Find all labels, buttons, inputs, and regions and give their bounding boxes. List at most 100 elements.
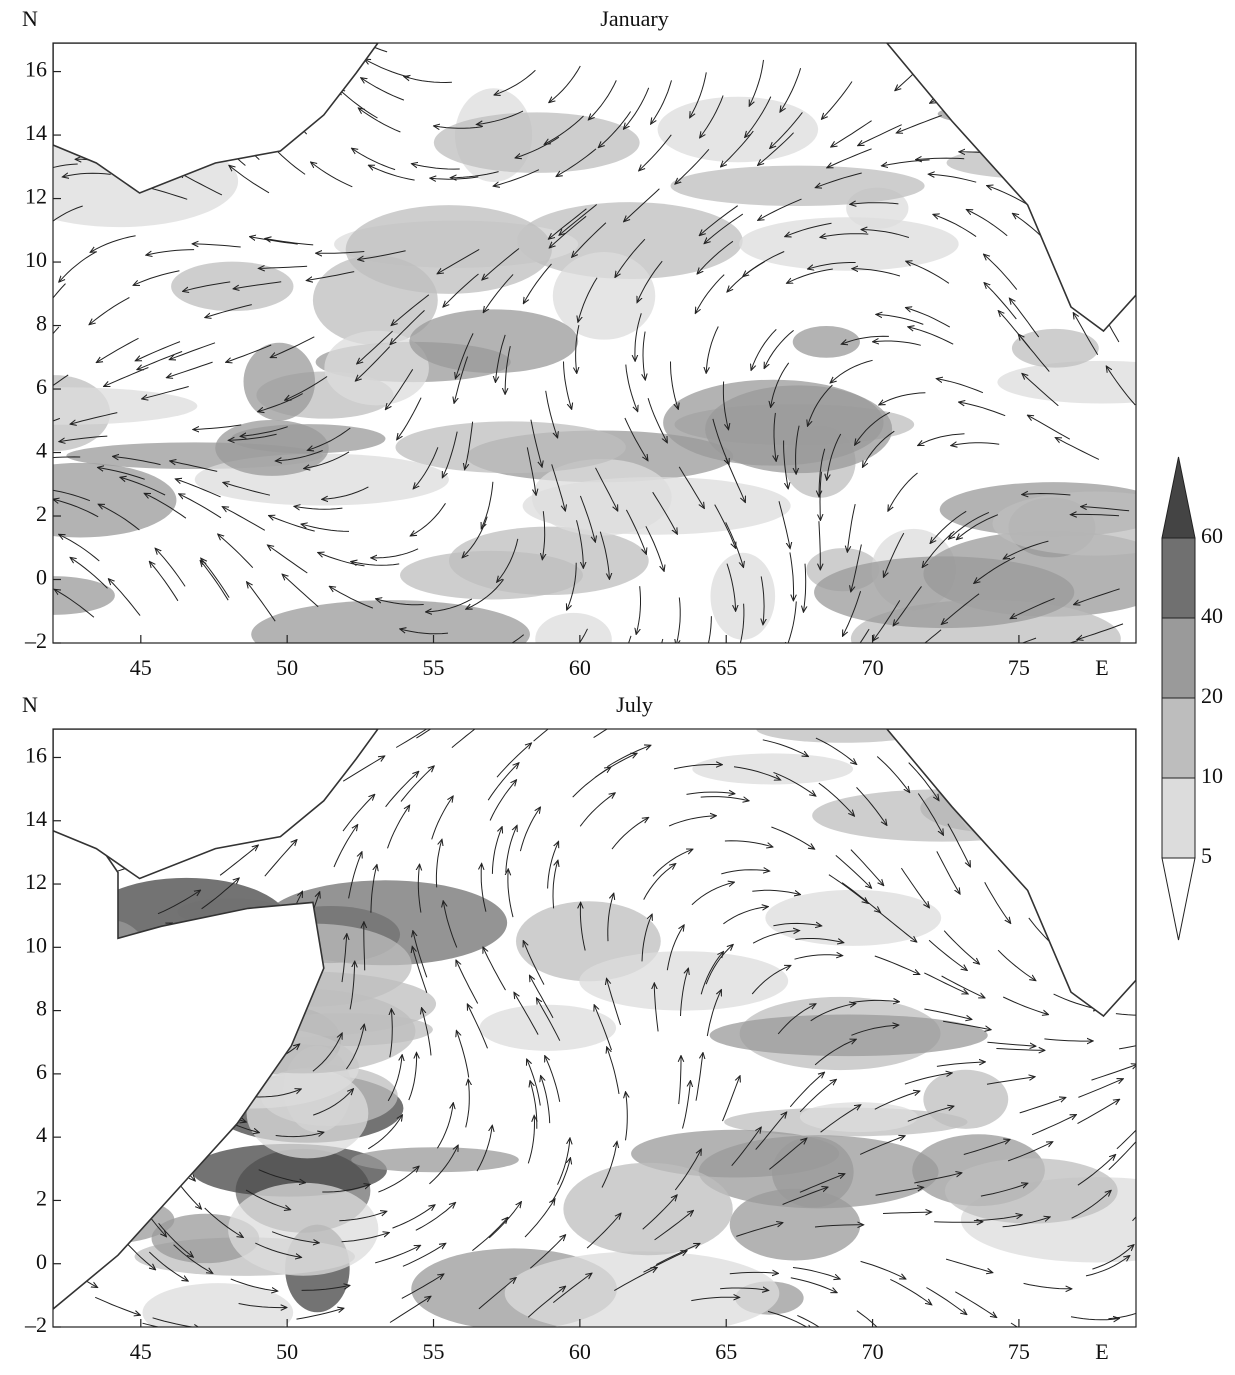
streamline <box>147 250 195 255</box>
streamline <box>804 564 806 612</box>
streamline <box>671 362 679 409</box>
streamline <box>706 327 718 373</box>
streamline <box>497 743 531 777</box>
streamline <box>984 255 1017 290</box>
streamline <box>91 236 136 252</box>
streamline <box>701 797 749 801</box>
speed-shading <box>434 112 640 173</box>
streamline <box>553 861 558 909</box>
streamline <box>882 160 930 166</box>
colorbar-extend <box>1162 457 1195 538</box>
streamline <box>609 636 631 678</box>
speed-shading <box>215 420 329 476</box>
streamline <box>752 890 800 894</box>
x-tick-label: 50 <box>276 655 298 680</box>
y-axis-label: N <box>22 6 38 31</box>
y-tick-label: 8 <box>36 996 47 1021</box>
streamline <box>564 362 572 409</box>
streamline <box>790 552 794 600</box>
streamline <box>295 506 343 509</box>
streamline <box>879 393 925 405</box>
x-tick-label: 50 <box>276 1339 298 1364</box>
streamline <box>918 434 964 446</box>
streamline <box>488 763 518 800</box>
streamline <box>201 561 229 600</box>
colorbar-label: 60 <box>1201 523 1223 548</box>
speed-shading <box>658 97 819 163</box>
speed-shading <box>0 576 115 615</box>
streamline <box>545 1056 560 1102</box>
streamline <box>534 711 571 741</box>
streamline <box>998 950 1035 980</box>
colorbar-box <box>1162 778 1195 858</box>
streamline <box>104 368 148 387</box>
streamline <box>1078 1100 1120 1124</box>
speed-shading <box>671 166 925 206</box>
streamline <box>150 562 178 601</box>
speed-shading <box>945 1158 1118 1223</box>
streamline <box>1010 299 1039 337</box>
streamline <box>343 795 374 831</box>
streamline <box>873 341 921 345</box>
streamline <box>318 553 364 566</box>
y-tick-label: 12 <box>25 184 47 209</box>
streamline <box>771 827 814 849</box>
streamline <box>525 1199 555 1237</box>
streamline <box>624 88 649 129</box>
speed-shading <box>409 309 578 373</box>
streamline <box>764 330 793 368</box>
streamline <box>59 535 99 561</box>
streamline <box>946 1259 992 1272</box>
streamline <box>405 77 452 83</box>
streamline <box>924 973 967 994</box>
streamline <box>1092 1064 1137 1080</box>
y-tick-label: 10 <box>25 247 47 272</box>
streamline <box>790 1073 824 1107</box>
streamline <box>359 108 401 132</box>
x-tick-label: 55 <box>423 655 445 680</box>
y-tick-label: 6 <box>36 1059 47 1084</box>
streamline <box>490 780 516 820</box>
speed-shading <box>800 1102 918 1132</box>
speed-shading <box>692 753 853 784</box>
streamline <box>797 1315 838 1340</box>
y-tick-label: 10 <box>25 932 47 957</box>
colorbar-label: 40 <box>1201 603 1223 628</box>
streamline <box>827 149 871 168</box>
streamline <box>944 931 979 964</box>
streamline <box>890 1279 931 1304</box>
speed-shading <box>765 890 941 946</box>
streamline <box>369 166 415 181</box>
streamline <box>97 338 139 362</box>
streamline <box>220 846 258 876</box>
streamline <box>302 524 349 531</box>
streamline <box>432 797 453 840</box>
speed-shading <box>579 951 788 1010</box>
streamline <box>883 1212 931 1214</box>
streamline <box>1133 936 1178 951</box>
streamline <box>687 792 735 794</box>
streamline <box>793 1268 840 1279</box>
coastline <box>887 729 1136 1016</box>
streamline <box>388 806 410 849</box>
streamline <box>437 1103 453 1148</box>
speed-shading <box>142 1283 293 1342</box>
y-axis-label: N <box>22 692 38 717</box>
x-tick-label: 45 <box>130 1339 152 1364</box>
streamline <box>937 379 983 393</box>
streamline <box>955 1292 996 1317</box>
streamline <box>482 482 493 528</box>
x-tick-label: 75 <box>1008 655 1030 680</box>
streamline <box>530 1081 537 1128</box>
y-tick-label: 8 <box>36 311 47 336</box>
y-tick-label: 4 <box>36 1122 47 1147</box>
map-panel <box>0 17 1207 683</box>
streamline <box>1116 1014 1164 1016</box>
streamline <box>483 948 505 991</box>
streamline <box>247 582 275 621</box>
y-tick-label: 14 <box>25 120 47 145</box>
streamline <box>959 402 1005 416</box>
streamline <box>897 116 942 133</box>
streamline <box>520 808 540 852</box>
streamline <box>1024 1283 1072 1288</box>
